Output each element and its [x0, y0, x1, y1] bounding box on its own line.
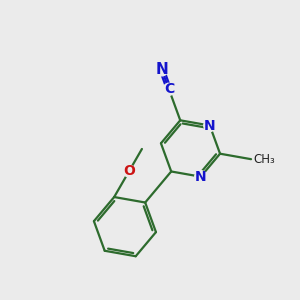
Text: C: C	[164, 82, 174, 96]
Circle shape	[163, 83, 175, 95]
Text: CH₃: CH₃	[254, 153, 275, 166]
Text: N: N	[155, 62, 168, 77]
Circle shape	[204, 119, 216, 131]
Circle shape	[155, 63, 168, 76]
Text: O: O	[123, 164, 135, 178]
Circle shape	[195, 171, 207, 183]
Circle shape	[123, 165, 135, 177]
Text: N: N	[195, 170, 207, 184]
Text: N: N	[204, 118, 216, 133]
